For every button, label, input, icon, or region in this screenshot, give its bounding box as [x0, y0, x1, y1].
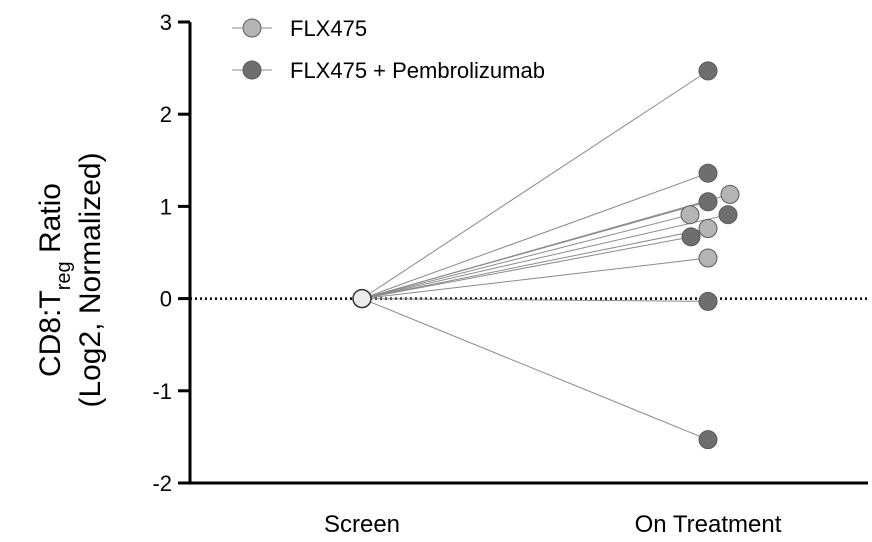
connector-line [361, 298, 709, 441]
data-point [698, 430, 718, 450]
data-point [698, 61, 718, 81]
connector-line [361, 214, 729, 300]
connector-line [361, 236, 692, 300]
y-tick-label: 2 [160, 102, 172, 127]
y-axis-label-line2: (Log2, Normalized) [74, 152, 107, 407]
y-tick-label: 3 [160, 10, 172, 35]
x-labels: Screen On Treatment [324, 511, 782, 538]
connector-line [361, 172, 709, 300]
data-point [698, 248, 718, 268]
legend-marker [242, 60, 262, 80]
legend-label: FLX475 [290, 16, 367, 41]
connector-line [361, 70, 709, 300]
legend-marker [242, 18, 262, 38]
y-axis-label-subscript: reg [53, 261, 75, 290]
connector-line [361, 228, 709, 300]
y-axis-label-tail: Ratio [34, 183, 67, 261]
connector-line [361, 201, 709, 300]
data-point [698, 192, 718, 212]
y-tick-label: 0 [160, 287, 172, 312]
y-ticks: 3 2 1 0 -1 -2 [152, 10, 190, 496]
data-point [698, 219, 718, 239]
axes [188, 22, 868, 485]
data-point [720, 184, 740, 204]
y-axis-label-main: CD8:T [34, 290, 67, 377]
connector-line [361, 214, 691, 300]
connector-line [361, 298, 709, 302]
data-point [680, 205, 700, 225]
data-points [352, 61, 740, 450]
data-point [698, 163, 718, 183]
x-category-label: On Treatment [635, 511, 782, 538]
baseline-point [352, 288, 372, 309]
legend-label: FLX475 + Pembrolizumab [290, 58, 545, 83]
connector-lines [361, 70, 731, 441]
legend: FLX475 FLX475 + Pembrolizumab [232, 16, 545, 83]
data-point [681, 227, 701, 247]
data-point [698, 291, 718, 311]
connector-line [361, 257, 709, 300]
x-category-label: Screen [324, 511, 400, 538]
y-axis-label-line1: CD8:Treg Ratio [34, 183, 75, 377]
data-point [718, 205, 738, 225]
y-tick-label: 1 [160, 194, 172, 219]
y-tick-label: -2 [152, 471, 172, 496]
y-tick-label: -1 [152, 379, 172, 404]
